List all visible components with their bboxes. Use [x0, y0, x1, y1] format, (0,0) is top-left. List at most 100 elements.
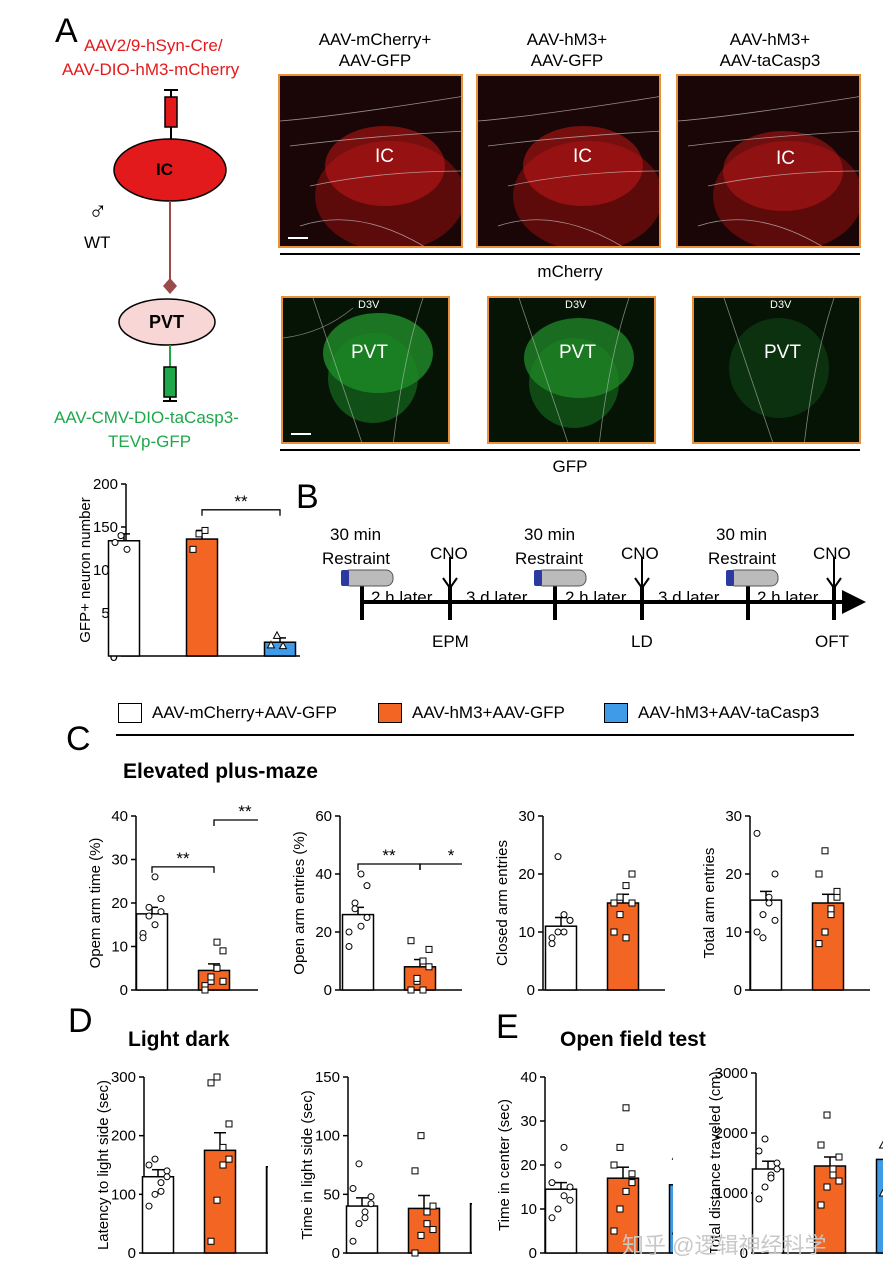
data-point: [560, 1143, 568, 1151]
timeline: [341, 557, 866, 620]
data-point: [548, 934, 556, 942]
data-point: [417, 1132, 425, 1140]
chart-total-arm-entries: 0 10 20 30 Total arm entries: [701, 808, 870, 999]
y-axis-label: Time in light side (sec): [299, 1090, 316, 1240]
gfp-image-2: D3V PVT: [487, 296, 656, 444]
d3v-label-1: D3V: [358, 299, 380, 311]
data-point: [425, 963, 433, 971]
y-tick-label: 10: [111, 939, 128, 956]
data-point: [628, 1170, 636, 1178]
virus-bottom-line2: TEVp-GFP: [108, 432, 192, 451]
data-point: [272, 630, 282, 639]
d3v-label-3: D3V: [770, 299, 792, 311]
significance-bracket: [151, 866, 215, 873]
virus-top-line2: AAV-DIO-hM3-mCherry: [62, 60, 240, 79]
data-point: [622, 1104, 630, 1112]
data-point: [349, 1237, 357, 1245]
y-axis-label: Time in center (sec): [496, 1099, 513, 1231]
y-tick-label: 100: [111, 1186, 136, 1203]
pvt-image-label-1: PVT: [351, 342, 388, 363]
data-point: [753, 829, 761, 837]
data-point: [628, 899, 636, 907]
mcherry-caption: mCherry: [537, 262, 603, 281]
significance-label: **: [176, 849, 190, 868]
data-point: [628, 1179, 636, 1187]
data-point: [833, 887, 841, 895]
y-tick-label: 40: [520, 1069, 537, 1086]
circuit-diagram: [113, 89, 227, 402]
data-point: [610, 899, 618, 907]
bar-1: [107, 540, 141, 657]
data-point: [157, 1187, 165, 1195]
data-point: [345, 928, 353, 936]
data-point: [213, 1196, 221, 1204]
data-point: [367, 1193, 375, 1201]
significance-label: **: [238, 802, 252, 821]
data-point: [554, 1205, 562, 1213]
gfp-divider: [280, 449, 860, 451]
data-point: [616, 893, 624, 901]
data-point: [425, 945, 433, 953]
restraint-tube-icon-3: [726, 569, 779, 587]
y-axis-label: Total arm entries: [701, 848, 718, 959]
data-point: [821, 928, 829, 936]
data-point: [833, 893, 841, 901]
cno-label-2: CNO: [621, 544, 659, 563]
syringe-top-icon: [164, 96, 178, 128]
data-point: [213, 938, 221, 946]
data-point: [225, 1155, 233, 1163]
data-point: [163, 1173, 171, 1181]
data-point: [423, 1208, 431, 1216]
mcherry-image-1: IC: [278, 74, 463, 248]
data-point: [878, 1188, 883, 1197]
legend-item-2: AAV-hM3+AAV-GFP: [378, 703, 565, 723]
data-point: [213, 964, 221, 972]
projection-terminal-icon: [163, 278, 177, 294]
interval-3d-1: 3 d later: [466, 588, 528, 607]
data-point: [566, 916, 574, 924]
data-point: [351, 899, 359, 907]
data-point: [616, 1205, 624, 1213]
y-tick-label: 30: [725, 808, 742, 825]
data-point: [151, 921, 159, 929]
data-point: [817, 1141, 825, 1149]
y-tick-label: 0: [527, 982, 535, 999]
data-point: [151, 873, 159, 881]
ic-image-label-2: IC: [573, 146, 592, 167]
mcherry-divider: [280, 253, 860, 255]
data-point: [755, 1147, 763, 1155]
y-tick-label: 0: [740, 1245, 748, 1262]
data-point: [835, 1177, 843, 1185]
y-axis-label: Total distance traveled (cm): [707, 1071, 724, 1254]
data-point: [278, 641, 288, 650]
chart-gfp-neuron-number: 050100150200GFP+ neuron number**: [77, 476, 300, 665]
y-tick-label: 30: [518, 808, 535, 825]
significance-label: *: [448, 846, 455, 865]
data-point: [145, 903, 153, 911]
data-point: [355, 1160, 363, 1168]
bar-1: [141, 1175, 175, 1254]
data-point: [767, 1174, 775, 1182]
chart-time-in-center: 0 10 20 30 40 Time in center (sec): [496, 1069, 673, 1262]
cno-arrow-icon-1: [442, 557, 458, 590]
y-tick-label: 0: [332, 1245, 340, 1262]
restraint-2-l2: Restraint: [515, 549, 584, 568]
data-point: [363, 914, 371, 921]
interval-2h-1: 2 h later: [371, 588, 433, 607]
y-tick-label: 10: [520, 1201, 537, 1218]
y-tick-label: 20: [518, 866, 535, 883]
y-tick-label: 40: [315, 866, 332, 883]
y-tick-label: 0: [529, 1245, 537, 1262]
y-axis-label: Open arm entries (%): [292, 831, 308, 974]
data-point: [419, 957, 427, 965]
y-tick-label: 150: [93, 519, 118, 536]
data-point: [835, 1153, 843, 1161]
data-point: [823, 1183, 831, 1191]
y-tick-label: 200: [93, 476, 118, 493]
data-point: [827, 905, 835, 913]
data-point: [554, 853, 562, 861]
data-point: [201, 986, 209, 994]
data-point: [189, 545, 197, 553]
data-point: [622, 1187, 630, 1195]
